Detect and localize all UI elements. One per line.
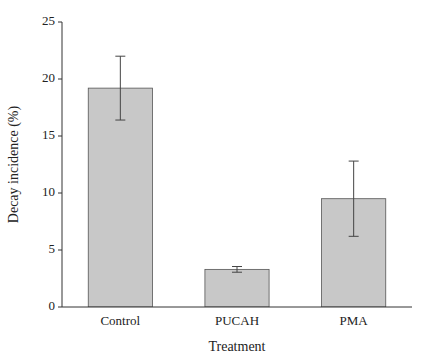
x-tick-label: PUCAH <box>215 313 259 328</box>
y-tick-label: 0 <box>49 298 56 313</box>
x-axis-label: Treatment <box>208 339 265 354</box>
y-tick <box>58 193 62 194</box>
y-tick <box>58 22 62 23</box>
y-tick <box>58 136 62 137</box>
chart-container: 0 5 10 15 20 25 Control PUCAH PMA Treatment Decay … <box>0 0 430 363</box>
bar <box>88 88 152 307</box>
bars <box>88 56 386 307</box>
x-axis-line <box>62 307 412 308</box>
axes: 0 5 10 15 20 25 Control PUCAH PMA <box>42 13 412 328</box>
error-bar <box>115 56 125 120</box>
error-bar <box>349 161 359 236</box>
x-tick-label: Control <box>100 313 140 328</box>
y-axis-label: Decay incidence (%) <box>6 105 22 223</box>
y-tick-label: 5 <box>49 241 56 256</box>
y-tick <box>58 307 62 308</box>
bar <box>205 269 269 307</box>
y-tick-label: 15 <box>42 127 55 142</box>
x-tick-label: PMA <box>340 313 369 328</box>
y-tick-label: 20 <box>42 70 55 85</box>
error-bar <box>232 267 242 273</box>
y-tick <box>58 250 62 251</box>
y-tick-label: 25 <box>42 13 55 28</box>
y-tick-label: 10 <box>42 184 55 199</box>
y-tick <box>58 79 62 80</box>
y-axis-line <box>62 22 63 307</box>
chart: 0 5 10 15 20 25 Control PUCAH PMA Treatment Decay … <box>0 0 430 363</box>
